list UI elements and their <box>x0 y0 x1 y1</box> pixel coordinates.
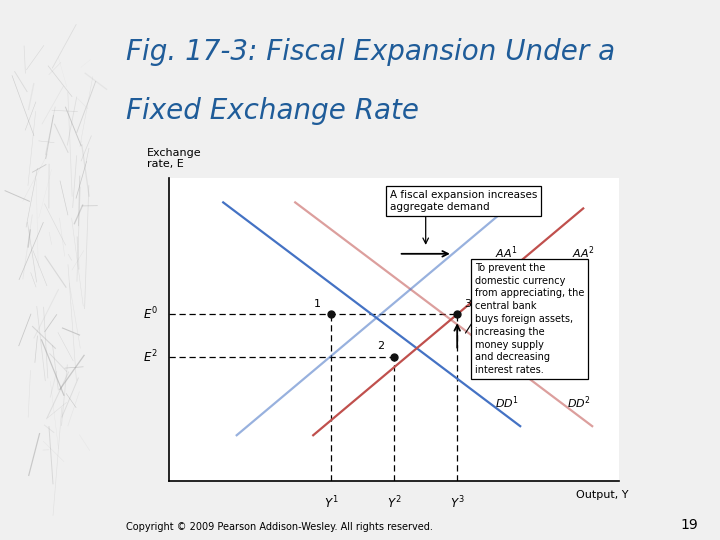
Text: $Y^2$: $Y^2$ <box>387 494 402 511</box>
Text: Fixed Exchange Rate: Fixed Exchange Rate <box>126 97 419 125</box>
Text: $DD^2$: $DD^2$ <box>567 394 590 411</box>
Text: $AA^2$: $AA^2$ <box>572 245 595 261</box>
Text: 2: 2 <box>377 341 384 351</box>
Text: Copyright © 2009 Pearson Addison-Wesley. All rights reserved.: Copyright © 2009 Pearson Addison-Wesley.… <box>126 522 433 532</box>
Text: $E^2$: $E^2$ <box>143 348 158 365</box>
Text: Output, Y: Output, Y <box>576 490 628 500</box>
Text: $Y^1$: $Y^1$ <box>324 494 338 511</box>
Text: $DD^1$: $DD^1$ <box>495 394 519 411</box>
Text: 3: 3 <box>464 299 471 309</box>
Text: 19: 19 <box>680 518 698 532</box>
Text: $Y^3$: $Y^3$ <box>450 494 464 511</box>
Text: $AA^1$: $AA^1$ <box>495 245 518 261</box>
Text: 1: 1 <box>315 299 321 309</box>
Text: To prevent the
domestic currency
from appreciating, the
central bank
buys foreig: To prevent the domestic currency from ap… <box>475 263 585 375</box>
Text: $E^0$: $E^0$ <box>143 306 158 322</box>
Text: A fiscal expansion increases
aggregate demand: A fiscal expansion increases aggregate d… <box>390 190 537 212</box>
Text: Fig. 17-3: Fiscal Expansion Under a: Fig. 17-3: Fiscal Expansion Under a <box>126 38 615 66</box>
Text: Exchange
rate, E: Exchange rate, E <box>147 147 202 169</box>
